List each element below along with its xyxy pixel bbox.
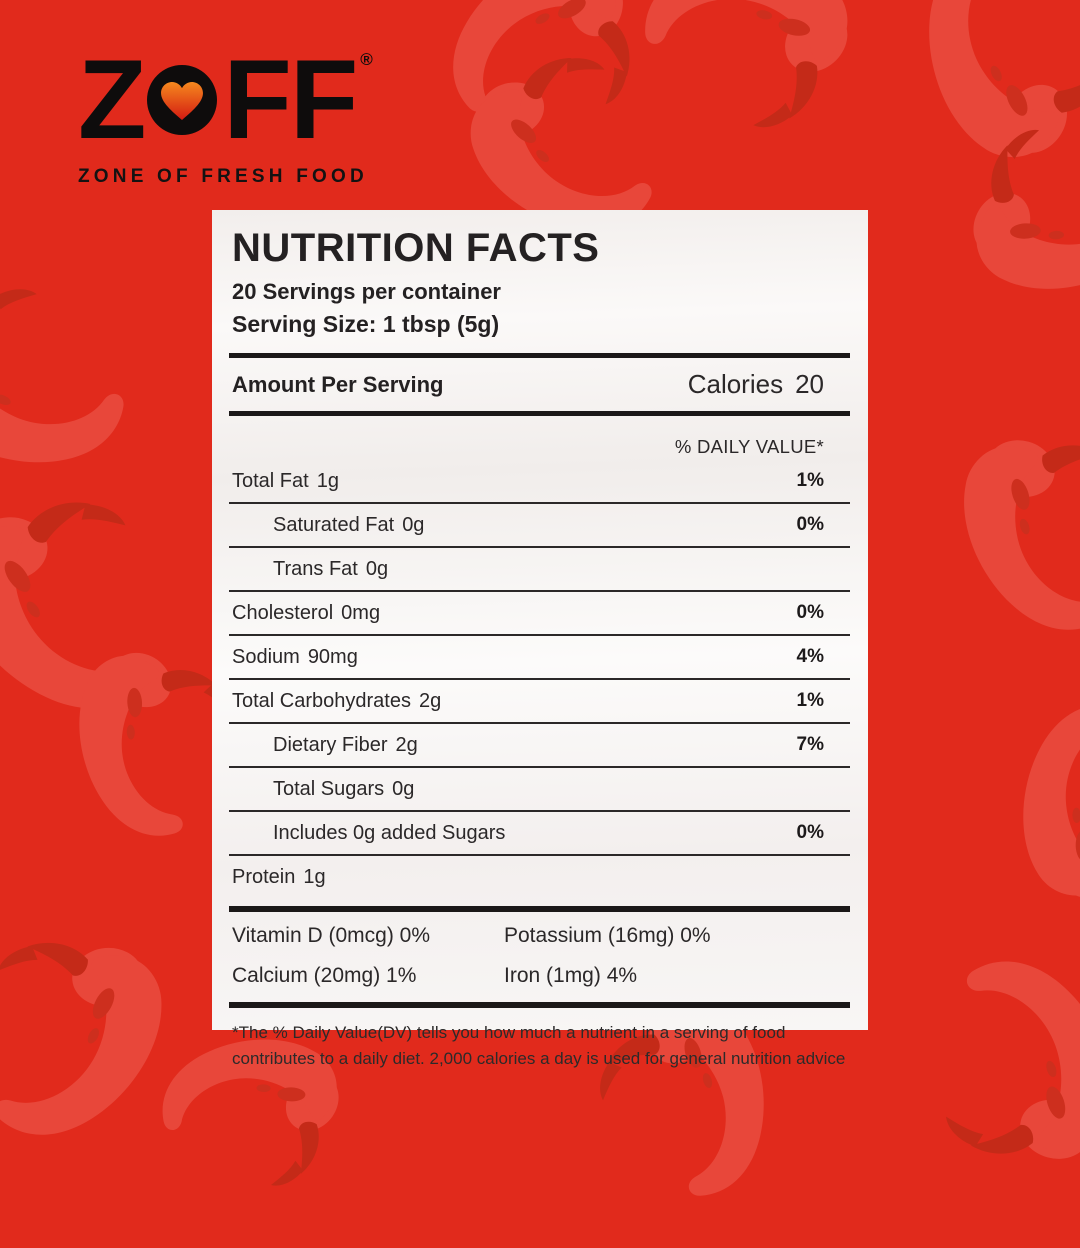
nutrient-dv: 0% — [796, 602, 824, 623]
nutrient-row-dietary-fiber: Dietary Fiber 2g 7% — [229, 724, 850, 766]
divider-thin — [229, 634, 850, 636]
nutrient-name: Cholesterol — [232, 601, 334, 624]
chili-pattern-icon — [586, 0, 894, 184]
divider-thin — [229, 854, 850, 856]
footnote-line-1: *The % Daily Value(DV) tells you how muc… — [232, 1023, 786, 1042]
chili-pattern-icon — [849, 879, 1080, 1231]
divider-thin — [229, 502, 850, 504]
divider-thick — [229, 353, 850, 358]
divider-thin — [229, 810, 850, 812]
divider-thick — [229, 411, 850, 416]
divider-thick — [229, 906, 850, 912]
nutrient-name: Total Carbohydrates — [232, 689, 411, 712]
nutrient-amount: 90mg — [307, 645, 358, 668]
heart-icon — [161, 82, 204, 120]
nutrient-row-trans-fat: Trans Fat 0g — [229, 548, 850, 590]
chili-pattern-icon — [915, 55, 1080, 375]
chili-pattern-icon — [0, 874, 236, 1216]
chili-pattern-icon — [0, 439, 241, 790]
nutrient-row-protein: Protein 1g — [229, 856, 850, 898]
divider-thin — [229, 590, 850, 592]
nutrient-row-total-fat: Total Fat 1g 1% — [229, 460, 850, 502]
amount-per-serving-row: Amount Per Serving Calories 20 — [229, 358, 850, 411]
nutrient-dv: 7% — [796, 734, 824, 755]
divider-thin — [229, 766, 850, 768]
micro-potassium: Potassium (16mg) 0% — [504, 924, 711, 947]
chili-pattern-icon — [870, 0, 1080, 180]
nutrient-amount: 0mg — [341, 601, 381, 624]
micro-vitamin-d: Vitamin D (0mcg) 0% — [232, 924, 431, 947]
logo-letters-ff: FF — [223, 37, 358, 162]
footnote-line-2: contributes to a daily diet. 2,000 calor… — [232, 1048, 846, 1068]
nutrient-row-total-carbohydrates: Total Carbohydrates 2g 1% — [229, 680, 850, 722]
nutrient-name: Dietary Fiber — [273, 733, 388, 756]
amount-per-serving-label: Amount Per Serving — [232, 371, 444, 397]
divider-thin — [229, 546, 850, 548]
chili-pattern-icon — [0, 254, 166, 525]
zoff-logo: Z FF ® ZONE OF FRESH FOOD — [78, 44, 373, 188]
nutrient-amount: 1g — [303, 865, 326, 888]
nutrient-name: Protein — [232, 865, 296, 888]
registered-trademark: ® — [360, 50, 373, 69]
divider-thin — [229, 678, 850, 680]
nutrient-name: Saturated Fat — [273, 513, 395, 536]
poster-canvas: { "colors":{ "background_red":"#e12a1c",… — [0, 0, 1080, 1080]
chili-pattern-icon — [881, 371, 1080, 709]
nutrient-name: Total Fat — [232, 469, 309, 492]
nutrient-row-cholesterol: Cholesterol 0mg 0% — [229, 592, 850, 634]
micro-iron: Iron (1mg) 4% — [504, 964, 638, 987]
divider-thick — [229, 1002, 850, 1008]
chili-pattern-icon — [379, 0, 690, 201]
logo-o-disc — [147, 65, 218, 135]
nutrient-name: Total Sugars — [273, 777, 385, 800]
logo-letter-z: Z — [78, 37, 146, 162]
calories-label: Calories — [687, 369, 784, 399]
micro-calcium: Calcium (20mg) 1% — [232, 964, 417, 987]
divider-thin — [229, 722, 850, 724]
nutrient-name: Sodium — [232, 645, 300, 668]
nutrient-dv: 0% — [796, 822, 824, 843]
daily-value-header: % DAILY VALUE* — [674, 436, 824, 457]
nutrient-row-added-sugars: Includes 0g added Sugars 0% — [229, 812, 850, 854]
panel-title: NUTRITION FACTS — [232, 226, 600, 270]
nutrient-amount: 2g — [395, 733, 418, 756]
daily-value-footnote: *The % Daily Value(DV) tells you how muc… — [229, 1008, 850, 1071]
nutrient-amount: 1g — [316, 469, 339, 492]
calories: Calories 20 — [688, 369, 824, 400]
nutrient-row-saturated-fat: Saturated Fat 0g 0% — [229, 504, 850, 546]
nutrition-facts-panel: NUTRITION FACTS 20 Servings per containe… — [212, 210, 868, 1068]
nutrient-row-sodium: Sodium 90mg 4% — [229, 636, 850, 678]
serving-size: Serving Size: 1 tbsp (5g) — [232, 311, 500, 337]
calories-value: 20 — [795, 369, 824, 399]
nutrient-name: Trans Fat — [273, 557, 358, 580]
nutrient-amount: 0g — [365, 557, 389, 580]
chili-pattern-icon — [938, 638, 1080, 952]
nutrient-amount: 0g — [392, 777, 415, 800]
nutrient-dv: 1% — [796, 470, 824, 491]
nutrient-row-total-sugars: Total Sugars 0g — [229, 768, 850, 810]
nutrient-dv: 4% — [796, 646, 824, 667]
nutrient-dv: 0% — [796, 514, 824, 535]
nutrient-amount: 2g — [418, 689, 442, 712]
servings-per-container: 20 Servings per container — [232, 279, 501, 304]
nutrient-name: Includes 0g added Sugars — [273, 821, 506, 844]
nutrient-dv: 1% — [796, 690, 824, 711]
logo-tagline: ZONE OF FRESH FOOD — [78, 166, 368, 187]
nutrient-amount: 0g — [402, 513, 425, 536]
micronutrients-grid: Vitamin D (0mcg) 0% Potassium (16mg) 0% … — [229, 912, 850, 1002]
